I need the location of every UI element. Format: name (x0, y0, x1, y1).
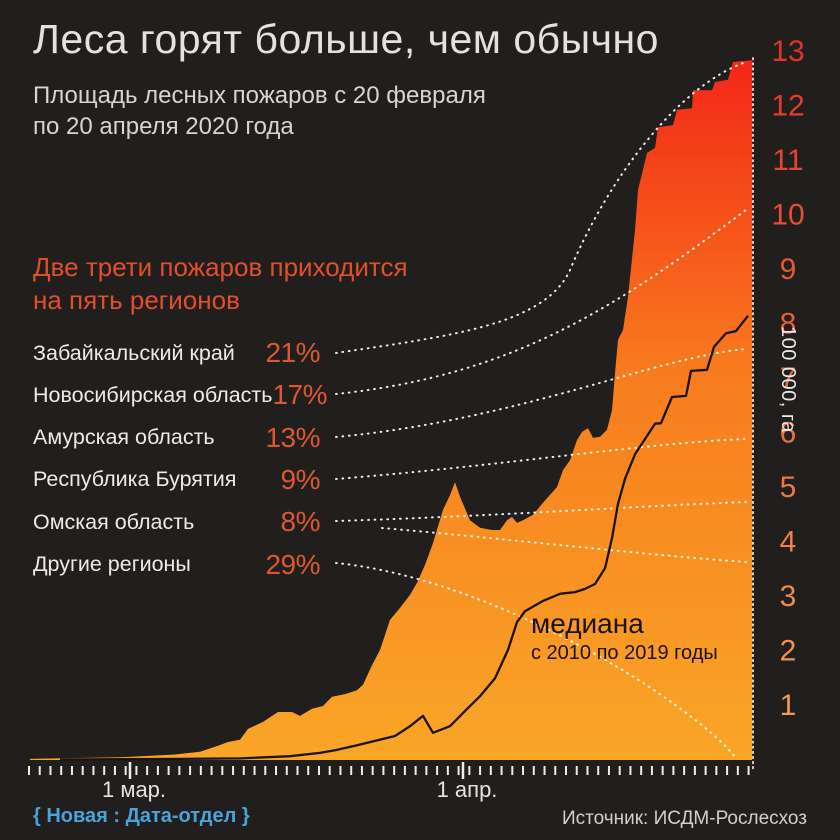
region-percent: 17% (272, 379, 328, 411)
median-line (59, 315, 749, 761)
x-axis-label: 1 апр. (437, 777, 498, 802)
leader-line-21% (335, 61, 747, 354)
page-title: Леса горят больше, чем обычно (33, 16, 659, 62)
leader-line-8% (335, 501, 747, 522)
region-name: Республика Бурятия (33, 467, 237, 492)
region-row: Амурская область 13% (33, 420, 320, 456)
y-axis-label-1: 1 (780, 689, 797, 722)
region-name: Забайкальский край (33, 340, 235, 365)
y-axis-label-7: 7 (780, 362, 797, 395)
subtitle-line-1: Площадь лесных пожаров с 20 февраля (33, 82, 486, 109)
fire-area-shape (30, 60, 752, 760)
region-row: Забайкальский край 21% (33, 335, 320, 371)
y-axis-label-3: 3 (780, 580, 797, 613)
region-percent: 8% (280, 506, 321, 538)
regions-list: Забайкальский край 21% Новосибирская облас… (33, 0, 328, 600)
x-axis-label: 1 мар. (102, 777, 166, 802)
region-percent: 21% (265, 337, 320, 368)
region-name: Амурская область (33, 425, 215, 450)
y-axis-label-4: 4 (780, 526, 797, 559)
region-percent: 29% (265, 548, 320, 580)
chart-subtitle: Площадь лесных пожаров с 20 февраля по 2… (33, 80, 486, 142)
y-axis-label-2: 2 (780, 635, 797, 668)
region-row: Другие регионы 29% (33, 547, 320, 583)
legend-heading: Две трети пожаров приходится на пять рег… (33, 251, 408, 317)
y-axis-label-12: 12 (771, 90, 804, 123)
source-credit: Источник: ИСДМ-Рослесхоз (561, 808, 807, 829)
region-name: Новосибирская область (33, 382, 273, 407)
leader-line-others-band-top (381, 527, 747, 563)
y-axis-label-10: 10 (771, 199, 804, 232)
y-axis-label-8: 8 (780, 308, 797, 341)
y-axis-label-11: 11 (772, 144, 803, 177)
median-annotation-line-1: медиана (531, 608, 644, 639)
subtitle-line-2: по 20 апреля 2020 года (33, 113, 294, 140)
leader-line-29% (335, 562, 736, 758)
y-axis-unit-label: 100 000, га (777, 326, 799, 433)
legend-heading-line-1: Две трети пожаров приходится (33, 252, 408, 282)
median-annotation-line-2: с 2010 по 2019 годы (531, 642, 718, 664)
y-axis-label-5: 5 (780, 471, 797, 504)
region-percent: 9% (280, 463, 321, 495)
region-row: Омская область 8% (33, 504, 321, 540)
region-percent: 13% (265, 421, 320, 453)
leader-line-17% (335, 209, 747, 395)
brand-logo: { Новая : Дата-отдел } (33, 805, 250, 827)
leader-line-13% (335, 348, 747, 438)
region-row: Республика Бурятия 9% (33, 462, 321, 498)
leader-line-9% (335, 438, 747, 480)
region-name: Омская область (33, 509, 195, 534)
legend-heading-line-2: на пять регионов (33, 285, 240, 315)
region-name: Другие регионы (33, 552, 191, 576)
y-axis-label-13: 13 (771, 35, 804, 68)
region-row: Новосибирская область 17% (33, 377, 328, 413)
y-axis-label-6: 6 (780, 417, 797, 450)
y-axis-label-9: 9 (780, 253, 797, 286)
